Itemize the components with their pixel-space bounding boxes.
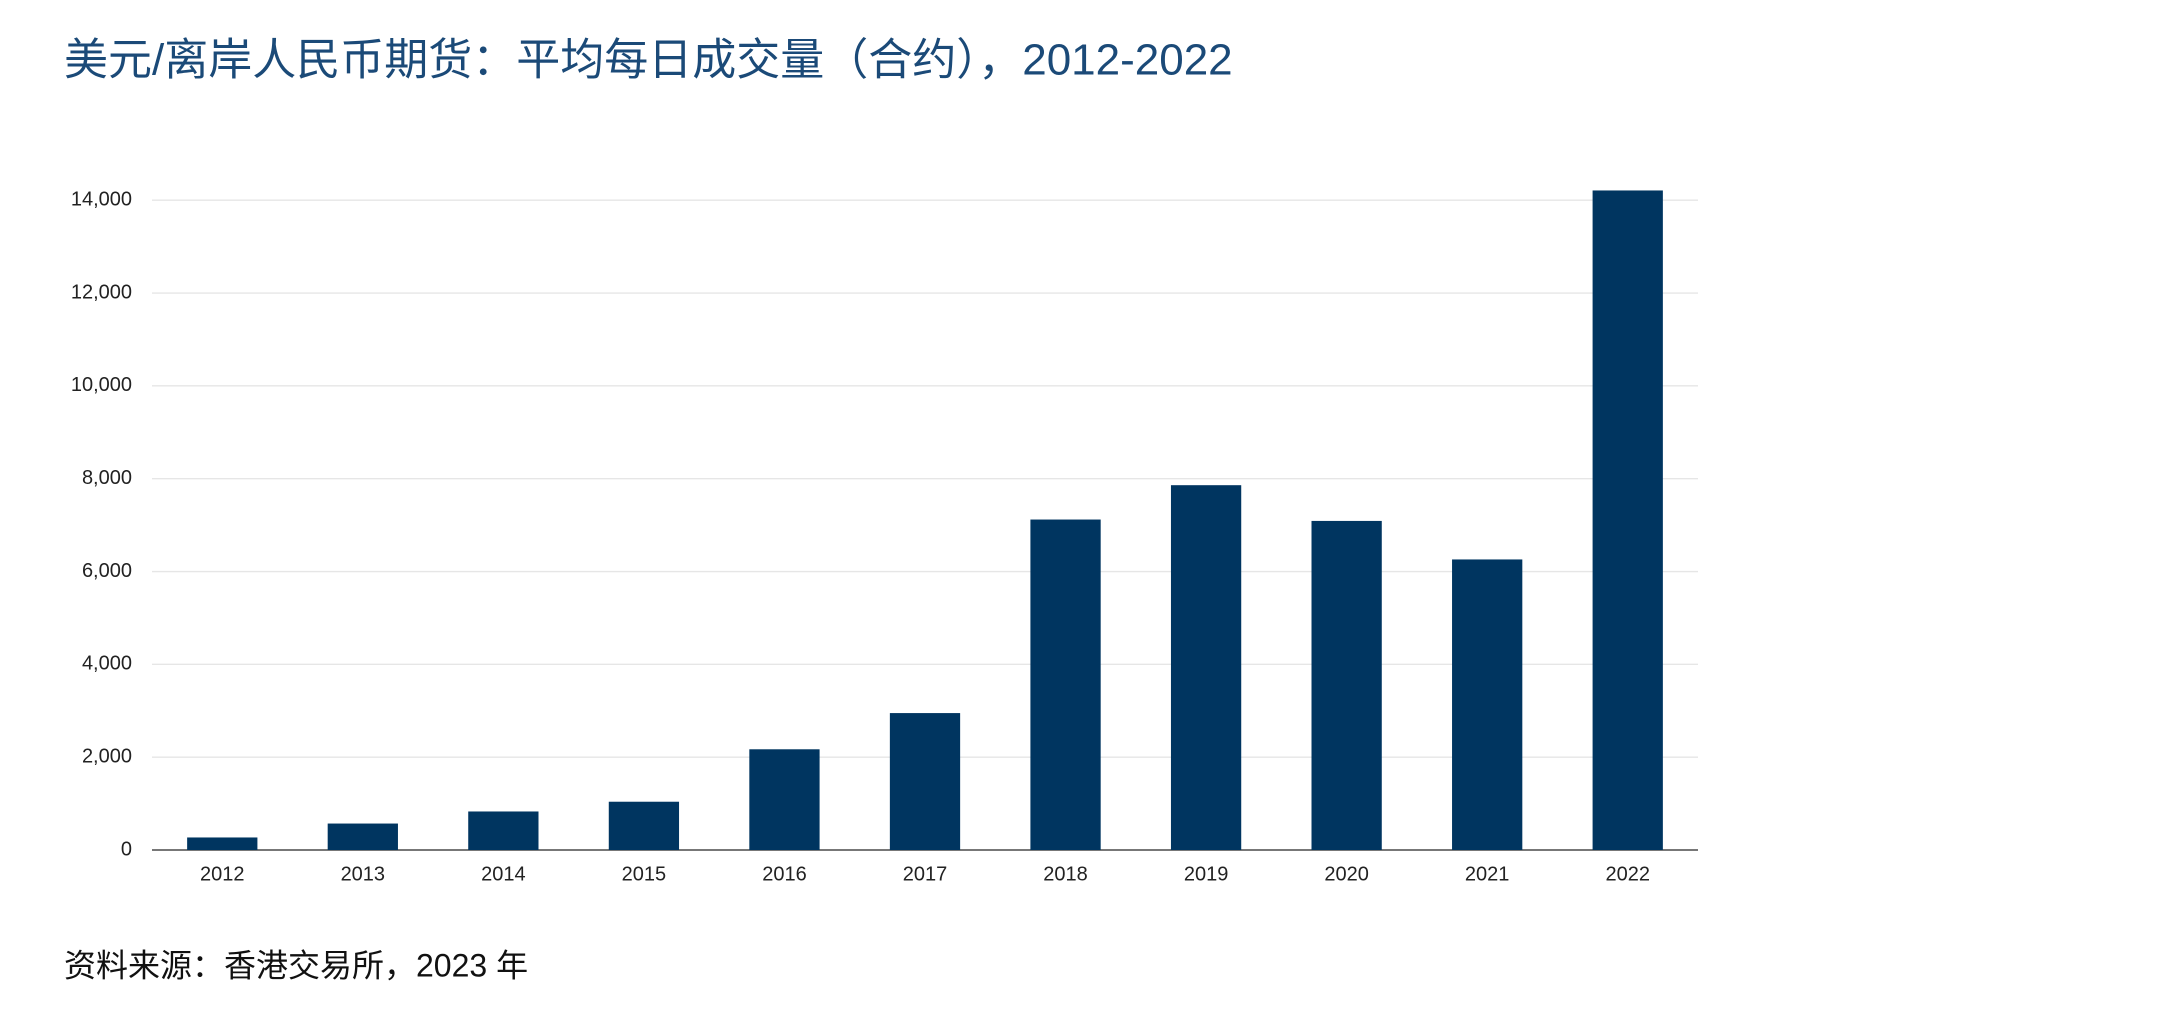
x-tick-label: 2012 bbox=[200, 863, 245, 885]
bar bbox=[327, 823, 398, 850]
y-tick-label: 4,000 bbox=[82, 653, 132, 675]
y-tick-label: 10,000 bbox=[71, 374, 132, 396]
x-tick-label: 2022 bbox=[1605, 863, 1650, 885]
bar bbox=[1452, 559, 1523, 850]
bar bbox=[1592, 190, 1663, 850]
x-tick-label: 2014 bbox=[481, 863, 526, 885]
x-tick-label: 2019 bbox=[1184, 863, 1229, 885]
x-tick-label: 2021 bbox=[1465, 863, 1510, 885]
chart-source: 资料来源：香港交易所，2023 年 bbox=[64, 947, 528, 983]
bar bbox=[187, 837, 258, 850]
bar bbox=[608, 801, 680, 850]
chart-title: 美元/离岸人民币期货：平均每日成交量（合约），2012-2022 bbox=[64, 36, 1233, 85]
x-tick-label: 2017 bbox=[903, 863, 948, 885]
y-tick-label: 14,000 bbox=[71, 188, 132, 210]
y-tick-label: 0 bbox=[121, 838, 132, 860]
y-tick-label: 6,000 bbox=[82, 560, 132, 582]
bar bbox=[1311, 520, 1382, 850]
y-tick-label: 8,000 bbox=[82, 467, 132, 489]
y-tick-label: 12,000 bbox=[71, 281, 132, 303]
x-tick-label: 2016 bbox=[762, 863, 807, 885]
x-tick-label: 2020 bbox=[1324, 863, 1369, 885]
bar bbox=[1030, 519, 1101, 850]
bar bbox=[749, 749, 820, 850]
bar bbox=[468, 811, 539, 850]
bar bbox=[1170, 485, 1242, 850]
x-tick-label: 2013 bbox=[341, 863, 386, 885]
bar bbox=[889, 713, 961, 850]
y-tick-label: 2,000 bbox=[82, 745, 132, 767]
x-tick-label: 2018 bbox=[1043, 863, 1088, 885]
x-tick-label: 2015 bbox=[622, 863, 667, 885]
